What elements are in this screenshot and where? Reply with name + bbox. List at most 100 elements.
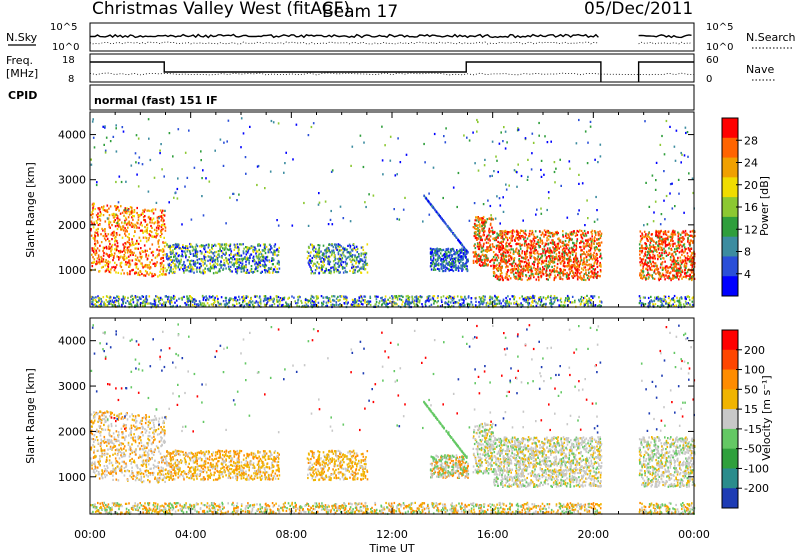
heatmap-cell bbox=[403, 305, 406, 308]
heatmap-cell bbox=[335, 246, 337, 249]
heatmap-cell bbox=[158, 254, 160, 257]
heatmap-cell bbox=[645, 277, 648, 280]
heatmap-cell bbox=[463, 254, 465, 257]
heatmap-cell bbox=[339, 255, 341, 258]
heatmap-cell bbox=[102, 229, 104, 232]
heatmap-cell bbox=[593, 262, 596, 265]
heatmap-cell bbox=[501, 232, 504, 235]
heatmap-cell bbox=[461, 257, 464, 260]
heatmap-cell bbox=[571, 275, 573, 278]
heatmap-cell bbox=[689, 303, 691, 306]
heatmap-cell bbox=[308, 261, 311, 264]
heatmap-cell bbox=[659, 232, 661, 235]
heatmap-cell bbox=[170, 259, 173, 262]
heatmap-cell bbox=[249, 304, 251, 307]
heatmap-cell bbox=[677, 243, 680, 246]
heatmap-cell bbox=[685, 302, 688, 305]
heatmap-cell bbox=[184, 252, 187, 255]
heatmap-cell bbox=[92, 226, 95, 229]
heatmap-cell bbox=[115, 205, 117, 208]
heatmap-cell bbox=[192, 252, 195, 256]
heatmap-cell bbox=[182, 245, 184, 249]
heatmap-cell bbox=[339, 246, 341, 249]
heatmap-cell bbox=[125, 218, 128, 221]
heatmap-cell bbox=[522, 270, 524, 273]
heatmap-cell bbox=[213, 267, 215, 270]
heatmap-cell bbox=[279, 300, 281, 303]
heatmap-cell bbox=[211, 251, 213, 254]
heatmap-cell bbox=[517, 263, 520, 266]
heatmap-cell bbox=[428, 295, 431, 298]
heatmap-cell bbox=[670, 277, 672, 280]
heatmap-cell bbox=[328, 263, 331, 266]
heatmap-cell bbox=[533, 256, 535, 259]
heatmap-cell bbox=[115, 236, 117, 239]
heatmap-cell bbox=[318, 272, 320, 275]
heatmap-cell bbox=[667, 275, 669, 278]
heatmap-cell bbox=[539, 271, 541, 274]
heatmap-cell bbox=[649, 237, 651, 240]
heatmap-cell bbox=[192, 246, 194, 249]
heatmap-cell bbox=[232, 299, 235, 302]
heatmap-cell bbox=[667, 253, 669, 256]
heatmap-cell bbox=[526, 266, 528, 270]
heatmap-cell bbox=[656, 297, 658, 300]
heatmap-cell bbox=[102, 258, 105, 261]
heatmap-cell bbox=[340, 259, 343, 262]
heatmap-cell bbox=[151, 218, 153, 222]
heatmap-cell bbox=[228, 254, 231, 257]
heatmap-cell bbox=[91, 247, 93, 250]
heatmap-cell bbox=[477, 237, 480, 240]
heatmap-cell bbox=[653, 262, 656, 265]
heatmap-cell bbox=[182, 263, 185, 266]
heatmap-cell bbox=[196, 252, 198, 255]
heatmap-cell bbox=[449, 258, 452, 261]
heatmap-cell bbox=[656, 254, 659, 257]
heatmap-cell bbox=[362, 246, 364, 249]
heatmap-cell bbox=[115, 232, 118, 235]
heatmap-cell bbox=[220, 245, 223, 248]
heatmap-cell bbox=[315, 295, 318, 298]
heatmap-cell bbox=[144, 270, 147, 273]
heatmap-cell bbox=[139, 273, 141, 277]
heatmap-cell bbox=[123, 249, 125, 252]
heatmap-cell bbox=[477, 247, 480, 250]
heatmap-cell bbox=[245, 263, 247, 266]
heatmap-cell bbox=[677, 267, 680, 270]
heatmap-cell bbox=[437, 258, 439, 261]
heatmap-cell bbox=[194, 302, 196, 305]
heatmap-cell bbox=[252, 248, 254, 251]
heatmap-cell bbox=[146, 264, 149, 267]
heatmap-cell bbox=[93, 261, 96, 264]
heatmap-cell bbox=[543, 233, 546, 236]
heatmap-cell bbox=[158, 221, 160, 224]
heatmap-cell bbox=[556, 270, 558, 273]
heatmap-cell bbox=[657, 296, 659, 299]
heatmap-cell bbox=[134, 295, 137, 298]
heatmap-cell bbox=[307, 255, 310, 258]
heatmap-cell bbox=[593, 237, 596, 240]
heatmap-cell bbox=[690, 258, 692, 261]
heatmap-cell bbox=[127, 255, 130, 258]
heatmap-cell bbox=[130, 299, 132, 302]
heatmap-cell bbox=[420, 296, 422, 299]
heatmap-cell bbox=[229, 257, 232, 260]
heatmap-cell bbox=[651, 275, 653, 278]
heatmap-cell bbox=[139, 239, 142, 242]
heatmap-cell bbox=[258, 243, 260, 246]
heatmap-cell bbox=[111, 232, 114, 235]
heatmap-cell bbox=[127, 210, 129, 213]
heatmap-cell bbox=[247, 302, 250, 305]
heatmap-cell bbox=[340, 254, 343, 257]
heatmap-cell bbox=[649, 259, 651, 263]
heatmap-cell bbox=[579, 262, 582, 266]
heatmap-cell bbox=[576, 240, 578, 243]
heatmap-cell bbox=[333, 269, 336, 273]
heatmap-cell bbox=[111, 213, 113, 216]
heatmap-cell bbox=[175, 243, 177, 246]
heatmap-cell bbox=[568, 239, 571, 242]
heatmap-cell bbox=[126, 299, 129, 303]
heatmap-cell bbox=[573, 231, 575, 234]
heatmap-cell bbox=[269, 248, 271, 251]
heatmap-cell bbox=[594, 236, 596, 239]
